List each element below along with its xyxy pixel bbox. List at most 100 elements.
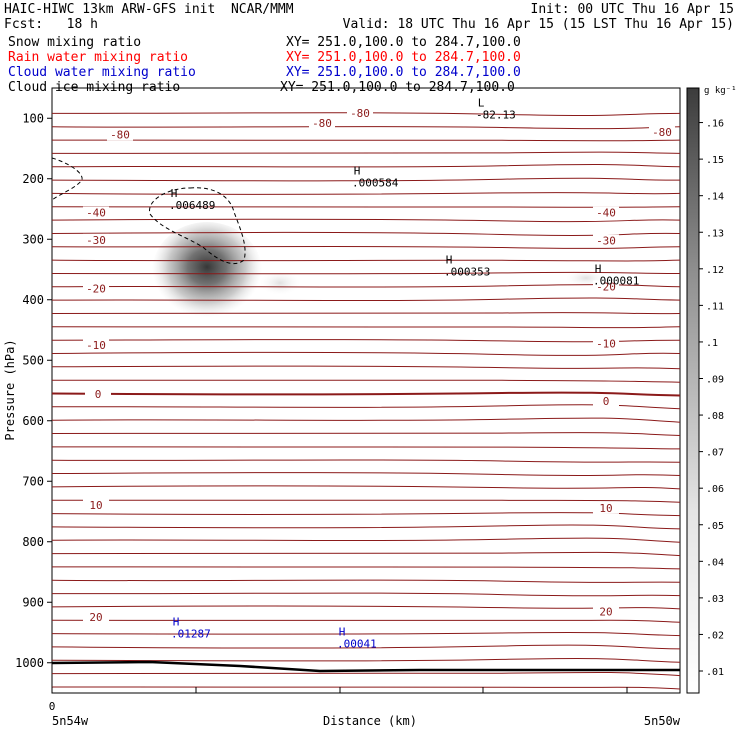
isotherm-line	[51, 459, 681, 463]
cloud-ice-faint-patch	[260, 271, 300, 295]
extremum-marker: H	[354, 165, 361, 178]
isotherm-label-bg	[107, 128, 133, 141]
y-tick-label: 700	[22, 474, 44, 488]
colorbar-tick-label: .09	[706, 375, 724, 386]
isotherm-label-bg	[83, 233, 109, 246]
isotherm-label: 10	[599, 502, 612, 515]
isotherm-label-bg	[593, 280, 619, 293]
isotherm-line	[51, 537, 681, 543]
isotherm-labels: -80 -80 -80 -80 -40 -40 -30 -30 -20 -20 -10 -10 0 0 10…	[83, 106, 675, 624]
isotherm-line	[51, 605, 681, 610]
snow-contour-left	[51, 157, 83, 201]
isotherm-label-bg	[83, 206, 109, 219]
isotherm-line	[51, 446, 681, 450]
isotherm-label-bg	[83, 610, 109, 623]
colorbar-tick-label: .07	[706, 448, 724, 459]
colorbar-tick-label: .02	[706, 630, 724, 641]
isotherm-label: 0	[95, 388, 102, 401]
extremum-value: .000081	[593, 275, 639, 288]
isotherm-label: -10	[596, 337, 616, 350]
isotherm-line	[51, 685, 681, 690]
y-tick-label: 400	[22, 293, 44, 307]
forecast-hour: Fcst: 18 h	[4, 17, 98, 32]
model-title: HAIC-HIWC 13km ARW-GFS init NCAR/MMM	[4, 2, 294, 17]
isotherm-label-bg	[593, 501, 619, 514]
colorbar-tick-label: .15	[706, 155, 724, 166]
colorbar-tick-label: .05	[706, 521, 724, 532]
field-cloudwater-label: Cloud water mixing ratio	[8, 65, 196, 80]
isotherm-line	[51, 206, 681, 208]
y-tick-label: 500	[22, 353, 44, 367]
isotherm-line	[51, 432, 681, 436]
cloud-ice-shading	[152, 222, 606, 322]
isotherm-line	[51, 312, 681, 315]
isotherm-line	[51, 524, 681, 530]
isotherm-line	[51, 644, 681, 650]
colorbar-tick-label: .12	[706, 265, 724, 276]
field-rain-label: Rain water mixing ratio	[8, 50, 189, 65]
x-axis-title: Distance (km)	[323, 714, 417, 728]
x-left-endpoint-label: 5n54w	[52, 714, 89, 728]
extremum-marker: H	[171, 187, 178, 200]
isotherm-label: -20	[596, 280, 616, 293]
ground-surface	[51, 660, 680, 673]
colorbar-tick-label: .1	[706, 338, 718, 349]
isotherm-line	[51, 417, 681, 423]
isotherm-line	[51, 391, 681, 397]
isotherm-line	[51, 379, 681, 383]
snow-contour	[149, 187, 246, 264]
y-tick-label: 200	[22, 172, 44, 186]
colorbar-tick-label: .03	[706, 594, 724, 605]
isotherm-line	[51, 259, 681, 262]
field-snow-xy: XY= 251.0,100.0 to 284.7,100.0	[286, 35, 521, 50]
y-tick-label: 800	[22, 535, 44, 549]
isotherm-label-bg	[593, 605, 619, 618]
isotherm-line	[51, 126, 681, 130]
isotherm-line	[51, 231, 681, 236]
isotherm-line	[51, 579, 681, 583]
colorbar-tick-label: .06	[706, 484, 724, 495]
isotherm-line	[51, 164, 681, 168]
colorbar-tick-label: .13	[706, 228, 724, 239]
cloud-ice-maximum	[152, 222, 262, 322]
isotherm-line	[51, 297, 681, 301]
isotherm-label: -20	[86, 282, 106, 295]
isotherm-label-bg	[83, 339, 109, 352]
isotherm-label: 0	[603, 395, 610, 408]
isotherm-line	[51, 271, 681, 275]
isotherm-lines	[51, 112, 681, 690]
isotherm-line	[51, 339, 681, 343]
colorbar-tick-label: .16	[706, 119, 724, 130]
isotherm-line	[51, 631, 681, 637]
isotherm-line	[51, 671, 681, 677]
isotherm-line	[51, 177, 681, 182]
extremum-value: .000353	[444, 266, 490, 279]
isotherm-label-bg	[649, 126, 675, 139]
isotherm-label: -40	[86, 207, 106, 220]
valid-time: Valid: 18 UTC Thu 16 Apr 15 (15 LST Thu …	[342, 17, 734, 32]
isotherm-line	[51, 284, 681, 288]
isotherm-line	[51, 218, 681, 223]
isotherm-label: -80	[652, 126, 672, 139]
y-tick-label: 900	[22, 595, 44, 609]
field-snow-label: Snow mixing ratio	[8, 35, 142, 50]
y-tick-label: 100	[22, 111, 44, 125]
isotherm-line	[51, 245, 681, 249]
isotherm-label: -30	[86, 234, 106, 247]
isotherm-line	[51, 192, 681, 195]
isotherm-line	[51, 365, 681, 370]
isotherm-label-bg	[347, 106, 373, 119]
isotherm-line	[51, 472, 681, 477]
colorbar-tick-label: .04	[706, 557, 724, 568]
x-tick-label: 0	[49, 700, 56, 713]
extremum-marker: H	[173, 615, 180, 628]
isotherm-line	[51, 326, 681, 329]
isotherm-label: -80	[350, 107, 370, 120]
isotherm-label: 20	[599, 605, 612, 618]
isotherm-line	[51, 657, 681, 663]
field-rain-xy: XY= 251.0,100.0 to 284.7,100.0	[286, 50, 521, 65]
isotherm-label-bg	[593, 234, 619, 247]
colorbar-tick-label: .01	[706, 667, 724, 678]
